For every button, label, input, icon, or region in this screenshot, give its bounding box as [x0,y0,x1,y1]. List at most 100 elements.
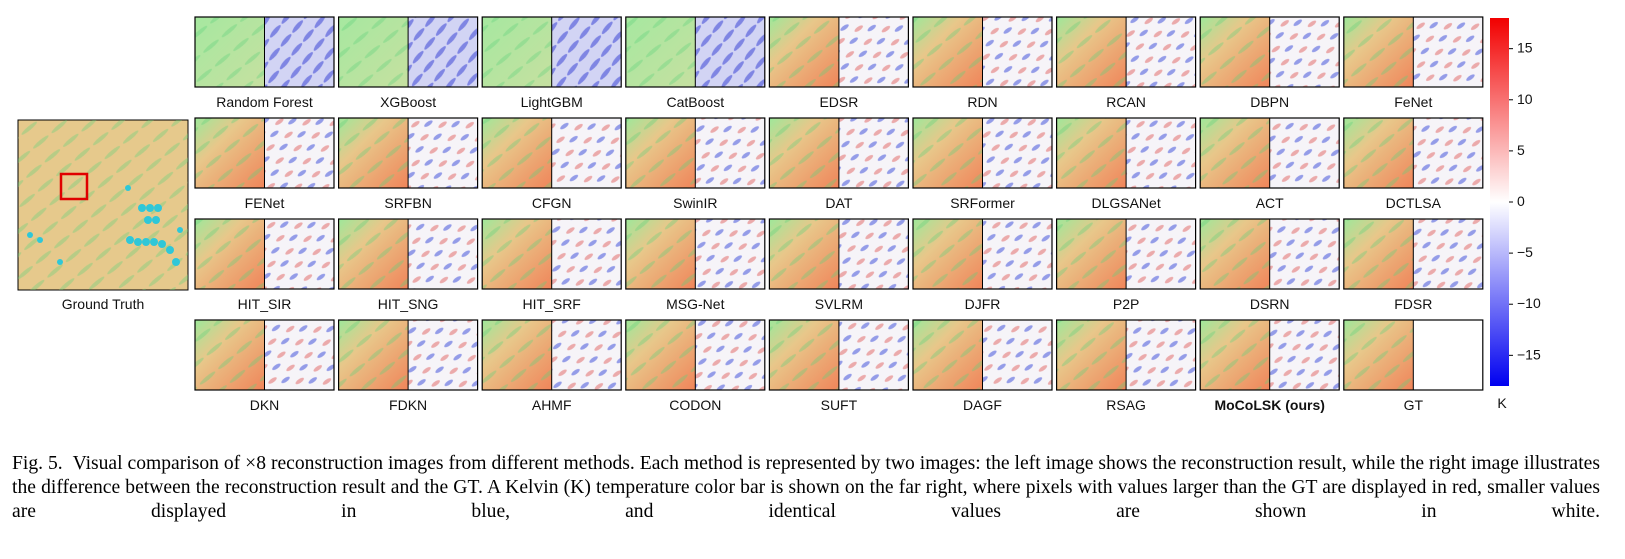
colorbar-unit: K [1497,395,1507,411]
method-tile [1055,117,1197,189]
caption: Fig. 5. Visual comparison of ×8 reconstr… [12,452,1600,524]
difference-image [1413,219,1483,289]
reconstruction-texture [1343,219,1414,289]
method-tile [194,319,335,391]
reconstruction-texture [1343,320,1414,390]
method-tile [1199,218,1340,290]
difference-image [1269,219,1340,289]
method-label: DAGF [963,397,1002,413]
reconstruction-texture [482,118,552,188]
method-tile [1055,218,1197,290]
method-label: DLGSANet [1091,195,1160,211]
method-label: FeNet [1394,94,1432,110]
method-tile [481,319,622,391]
method-label: Random Forest [216,94,313,110]
method-tile [338,117,479,189]
reconstruction-texture [1056,118,1127,188]
method-label: SVLRM [815,296,863,312]
method-label: HIT_SRF [523,296,581,312]
difference-image [838,320,909,390]
difference-image [838,17,909,87]
method-tile [768,319,910,391]
difference-image [982,219,1052,289]
difference-image [1269,17,1340,87]
difference-image [264,118,334,188]
difference-image [1126,219,1196,289]
method-label: CFGN [532,195,572,211]
method-tile [481,117,622,189]
difference-image [1269,118,1340,188]
method-tile [1055,319,1197,391]
method-tile [194,218,335,290]
method-tile [912,117,1053,189]
method-tile [625,319,766,391]
difference-image [1126,320,1196,390]
colorbar-tick-label: −5 [1517,244,1533,260]
method-tile [625,16,766,88]
method-label: DJFR [965,296,1001,312]
method-tile [768,117,910,189]
method-tile [481,218,622,290]
reconstruction-texture [625,320,696,390]
method-tile [768,218,910,290]
reconstruction-texture [1200,17,1270,87]
reconstruction-texture [913,118,983,188]
method-label: XGBoost [380,94,436,110]
reconstruction-texture [482,320,552,390]
difference-image [1126,118,1196,188]
method-label: SUFT [821,397,858,413]
difference-image [264,320,334,390]
method-tile [912,16,1053,88]
method-label: SRFormer [950,195,1015,211]
method-tile [194,16,335,88]
caption-label: Fig. 5. [12,453,63,474]
reconstruction-texture [913,320,983,390]
ground-truth-image [17,119,189,291]
reconstruction-texture [913,219,983,289]
method-tile [1343,117,1484,189]
reconstruction-texture [1056,17,1127,87]
colorbar-tick-label: 0 [1517,193,1525,209]
method-tile [338,218,479,290]
method-label: MoCoLSK (ours) [1214,397,1324,413]
method-tile [194,117,335,189]
colorbar-tick-label: −10 [1517,295,1541,311]
method-label: FDKN [389,397,427,413]
method-tile [625,218,766,290]
method-tile [768,16,910,88]
method-label: ACT [1256,195,1284,211]
difference-image [408,320,478,390]
method-label: FDSR [1394,296,1432,312]
reconstruction-texture [338,320,409,390]
difference-image [838,118,909,188]
reconstruction-texture [195,118,265,188]
reconstruction-texture [769,219,839,289]
figure-graphic: Ground Truth Random Forest XGBoost LightGB… [17,16,1541,413]
difference-image [408,219,478,289]
method-tile [1199,117,1340,189]
method-label: LightGBM [521,94,583,110]
reconstruction-texture [769,320,839,390]
reconstruction-texture [769,118,839,188]
reconstruction-texture [1056,219,1127,289]
method-label: EDSR [819,94,858,110]
difference-image [982,320,1052,390]
reconstruction-texture [769,17,839,87]
colorbar-tick-label: 5 [1517,142,1525,158]
method-tile [1199,319,1340,391]
method-tile [625,117,766,189]
reconstruction-texture [482,17,552,87]
method-label: DSRN [1250,296,1290,312]
difference-image [264,17,334,87]
reconstruction-texture [195,320,265,390]
difference-image [551,17,622,87]
reconstruction-texture [1343,17,1414,87]
method-label: DKN [250,397,280,413]
difference-image [1126,17,1196,87]
method-tile [1343,218,1484,290]
method-tile [338,319,479,391]
reconstruction-texture [338,219,409,289]
difference-image [1413,118,1483,188]
method-label: RCAN [1106,94,1146,110]
reconstruction-texture [1200,320,1270,390]
